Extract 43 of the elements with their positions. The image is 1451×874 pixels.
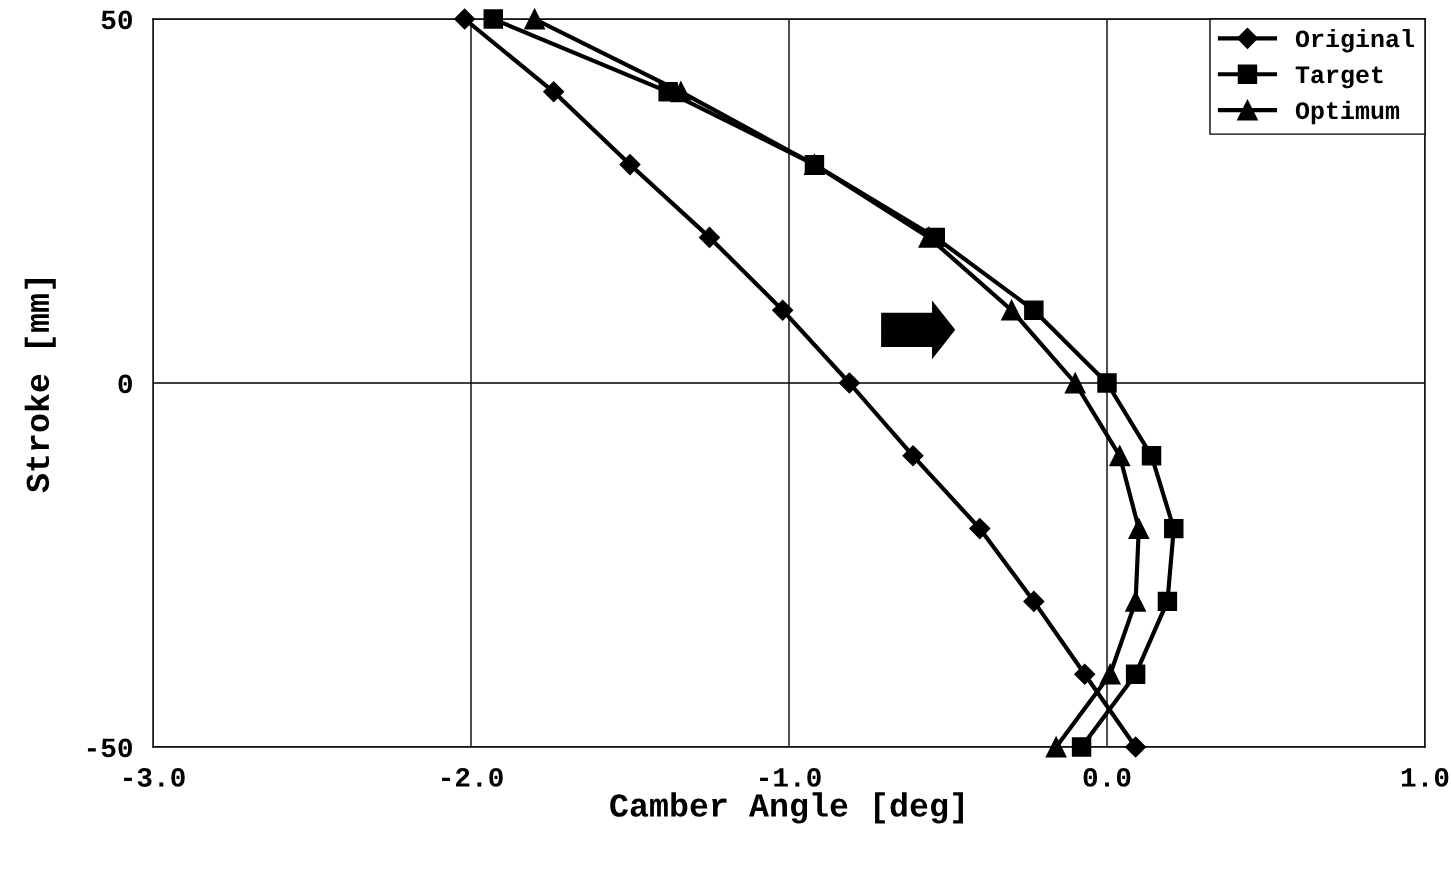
x-tick-label: 1.0 (1401, 767, 1449, 787)
point (1141, 446, 1162, 466)
point (969, 518, 991, 540)
legend-label: Target (1295, 66, 1383, 89)
point (1164, 518, 1184, 539)
point (772, 299, 794, 321)
legend-label: Optimum (1295, 100, 1400, 125)
legend-label: Original (1295, 29, 1414, 53)
point (1024, 300, 1044, 320)
point (1128, 518, 1150, 540)
point (1097, 373, 1117, 393)
y-axis-title: Stroke [mm] (24, 279, 56, 493)
point (925, 227, 946, 248)
y-tick-label: -50 (87, 738, 132, 758)
point (1064, 372, 1086, 394)
point (1125, 590, 1147, 612)
point (658, 82, 678, 102)
x-tick-label: 0.0 (1083, 767, 1131, 787)
point (543, 81, 565, 103)
point (902, 445, 924, 467)
point (1045, 736, 1067, 758)
point (1023, 590, 1045, 612)
point (1074, 663, 1096, 685)
x-tick-label: -1.0 (760, 767, 821, 787)
point (1109, 445, 1131, 467)
point (524, 8, 546, 30)
point (619, 154, 641, 176)
y-tick-label: 50 (101, 10, 132, 30)
point (454, 8, 476, 30)
y-tick-label: 0 (118, 374, 132, 394)
point (1157, 591, 1178, 612)
point (804, 154, 825, 175)
point (1099, 663, 1121, 685)
point (1125, 664, 1146, 684)
point (483, 9, 503, 29)
point (1071, 737, 1092, 757)
x-tick-label: -2.0 (442, 767, 503, 787)
x-tick-label: -3.0 (124, 767, 185, 787)
x-axis-title: Camber Angle [deg] (610, 792, 963, 824)
point (1001, 299, 1023, 321)
point (1125, 736, 1147, 758)
point (698, 226, 721, 248)
point (838, 372, 860, 394)
